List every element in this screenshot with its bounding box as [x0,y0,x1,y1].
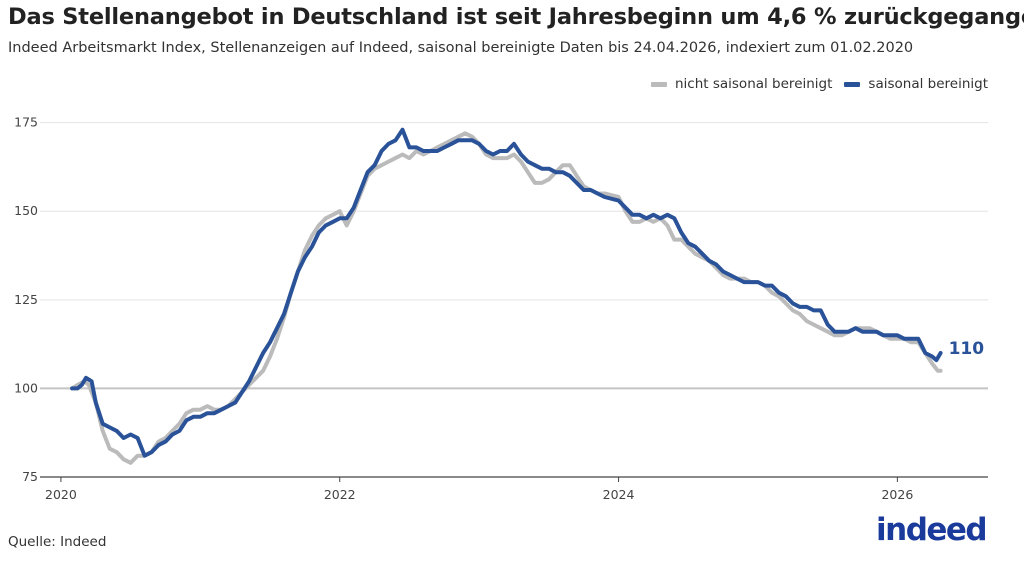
series-line-nicht-saisonal-bereinigt [70,131,943,465]
x-tick-label-2022: 2022 [324,487,356,502]
x-tick-label-2026: 2026 [881,487,913,502]
x-tick-label-2024: 2024 [603,487,635,502]
legend-item-nsa: nicht saisonal bereinigt [650,76,833,92]
x-tick-label-2020: 2020 [45,487,77,502]
chart-subtitle: Indeed Arbeitsmarkt Index, Stellenanzeig… [8,40,914,56]
indeed-logo: indeed [876,512,988,548]
series-group [70,127,943,465]
end-value-label: 110 [949,339,985,359]
source-note: Quelle: Indeed [8,534,107,550]
legend-label-sa: saisonal bereinigt [868,76,988,92]
y-axis-ticks: 75 100 125 150 175 [14,115,38,484]
legend: nicht saisonal bereinigt saisonal berein… [639,76,988,92]
annotations: 110 [949,339,985,359]
y-tick-label-125: 125 [14,292,38,307]
y-tick-label-100: 100 [14,380,38,395]
legend-swatch-sa [844,81,861,87]
y-tick-label-75: 75 [22,469,38,484]
y-tick-label-175: 175 [14,115,38,130]
x-axis: 2020 2022 2024 2026 [40,476,988,502]
legend-label-nsa: nicht saisonal bereinigt [674,76,833,92]
chart-title: Das Stellenangebot in Deutschland ist se… [8,4,1024,30]
series-line-saisonal-bereinigt [70,127,943,458]
y-tick-label-150: 150 [14,203,38,218]
legend-item-sa: saisonal bereinigt [844,76,988,92]
legend-swatch-nsa [650,81,667,87]
